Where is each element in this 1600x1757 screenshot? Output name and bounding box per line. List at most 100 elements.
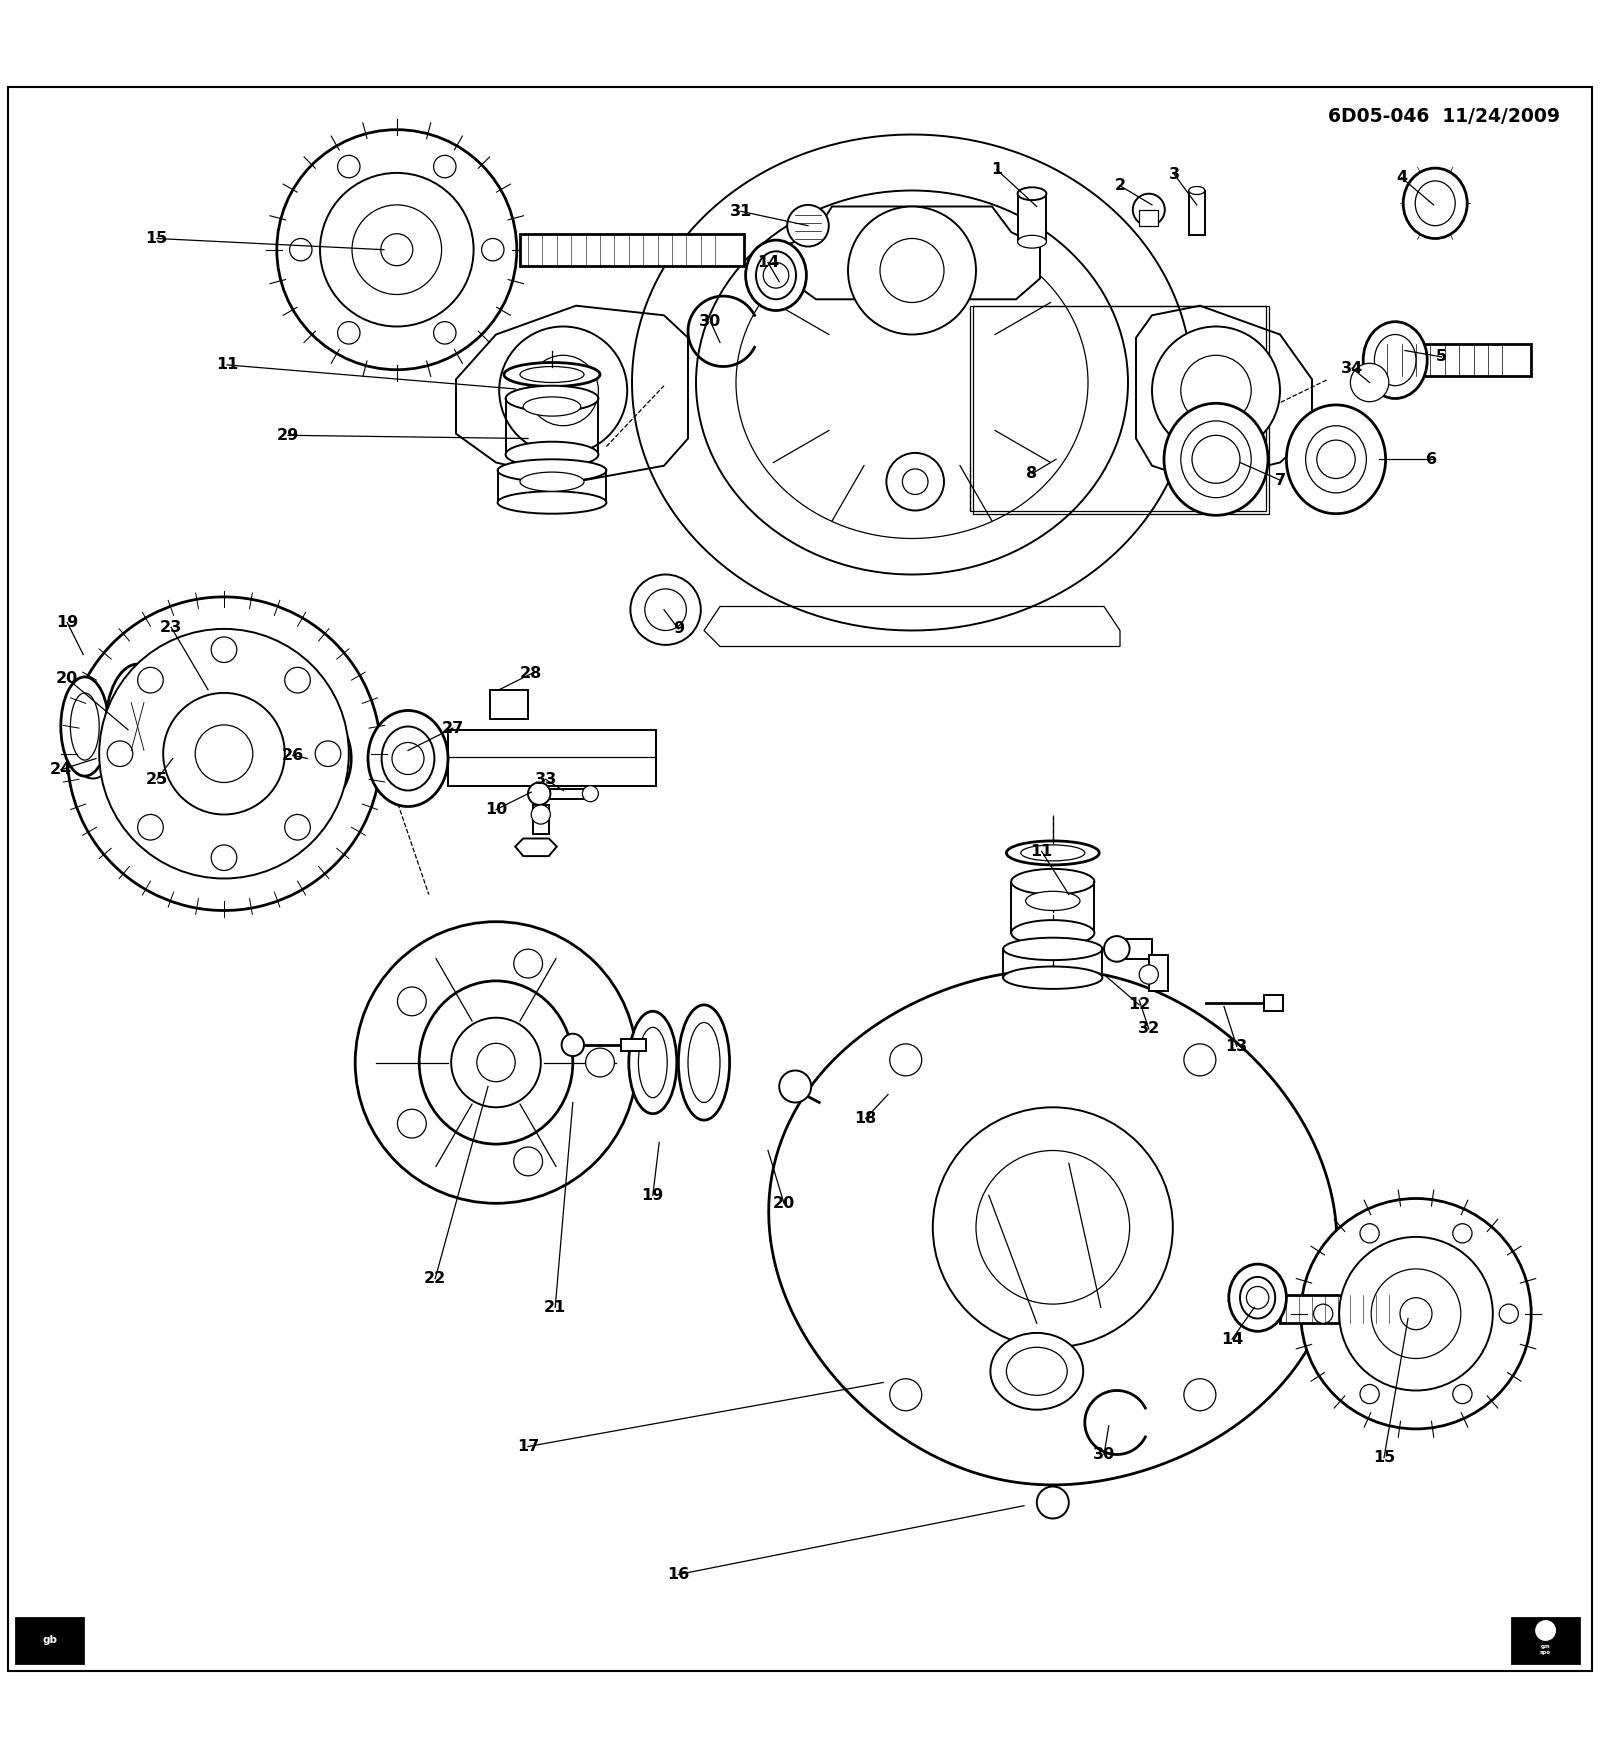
Circle shape xyxy=(902,469,928,494)
Ellipse shape xyxy=(262,706,352,810)
Text: 30: 30 xyxy=(699,315,722,329)
Ellipse shape xyxy=(106,664,170,789)
Ellipse shape xyxy=(520,473,584,492)
Bar xyxy=(539,789,590,798)
Ellipse shape xyxy=(61,676,109,777)
Ellipse shape xyxy=(638,1028,667,1098)
Text: 6D05-046  11/24/2009: 6D05-046 11/24/2009 xyxy=(1328,107,1560,127)
Ellipse shape xyxy=(1416,181,1456,225)
Circle shape xyxy=(1184,1379,1216,1411)
Text: 32: 32 xyxy=(1138,1021,1160,1037)
Ellipse shape xyxy=(1011,921,1094,945)
Text: 13: 13 xyxy=(1226,1038,1248,1054)
Circle shape xyxy=(138,668,163,692)
Bar xyxy=(1264,994,1283,1012)
Text: 25: 25 xyxy=(146,771,168,787)
Ellipse shape xyxy=(70,692,99,761)
Circle shape xyxy=(392,743,424,775)
Ellipse shape xyxy=(382,726,435,791)
Text: 17: 17 xyxy=(517,1439,539,1455)
Ellipse shape xyxy=(1011,870,1094,894)
Circle shape xyxy=(562,1033,584,1056)
Text: 15: 15 xyxy=(146,230,168,246)
Text: 9: 9 xyxy=(674,622,683,636)
Text: 20: 20 xyxy=(773,1197,795,1211)
Ellipse shape xyxy=(1403,169,1467,239)
Circle shape xyxy=(1350,364,1389,402)
Ellipse shape xyxy=(1181,422,1251,497)
Bar xyxy=(1117,940,1152,959)
Ellipse shape xyxy=(368,710,448,806)
Ellipse shape xyxy=(688,1023,720,1102)
Circle shape xyxy=(1499,1304,1518,1323)
Circle shape xyxy=(1037,1486,1069,1518)
Circle shape xyxy=(1339,1237,1493,1390)
Circle shape xyxy=(355,922,637,1204)
Ellipse shape xyxy=(736,227,1088,538)
Text: gm
spo: gm spo xyxy=(1541,1645,1550,1655)
Ellipse shape xyxy=(75,738,110,778)
Ellipse shape xyxy=(1306,425,1366,494)
Ellipse shape xyxy=(678,1005,730,1121)
Polygon shape xyxy=(768,970,1338,1485)
FancyBboxPatch shape xyxy=(1512,1618,1579,1662)
Ellipse shape xyxy=(126,701,149,752)
Circle shape xyxy=(1453,1385,1472,1404)
Ellipse shape xyxy=(506,387,598,411)
Circle shape xyxy=(880,239,944,302)
Ellipse shape xyxy=(278,724,336,794)
Ellipse shape xyxy=(83,747,102,770)
Ellipse shape xyxy=(1006,1348,1067,1395)
Circle shape xyxy=(645,589,686,631)
Polygon shape xyxy=(456,306,688,481)
Text: 6: 6 xyxy=(1427,452,1437,467)
Circle shape xyxy=(787,206,829,246)
Ellipse shape xyxy=(1374,334,1416,387)
Circle shape xyxy=(1301,1198,1531,1428)
Text: 19: 19 xyxy=(642,1188,664,1204)
Text: 24: 24 xyxy=(50,763,72,777)
Ellipse shape xyxy=(1006,842,1099,864)
Ellipse shape xyxy=(117,682,158,771)
Text: 5: 5 xyxy=(1437,350,1446,364)
Bar xyxy=(1139,209,1158,225)
Text: 19: 19 xyxy=(56,615,78,631)
Bar xyxy=(1149,956,1168,991)
Circle shape xyxy=(514,1147,542,1175)
Circle shape xyxy=(976,1151,1130,1304)
Ellipse shape xyxy=(1018,188,1046,200)
Text: 18: 18 xyxy=(854,1110,877,1126)
Circle shape xyxy=(763,262,789,288)
Circle shape xyxy=(163,692,285,815)
Ellipse shape xyxy=(1021,845,1085,861)
Ellipse shape xyxy=(1240,1277,1275,1318)
Circle shape xyxy=(211,636,237,662)
Circle shape xyxy=(514,949,542,979)
Text: 33: 33 xyxy=(534,771,557,787)
Circle shape xyxy=(1536,1622,1555,1639)
Circle shape xyxy=(338,155,360,177)
Circle shape xyxy=(1104,936,1130,961)
Circle shape xyxy=(138,815,163,840)
Circle shape xyxy=(1400,1298,1432,1330)
Text: 3: 3 xyxy=(1170,167,1179,183)
Ellipse shape xyxy=(1189,186,1205,195)
Text: 28: 28 xyxy=(520,666,542,682)
Text: 30: 30 xyxy=(1093,1448,1115,1462)
Circle shape xyxy=(288,740,326,778)
Polygon shape xyxy=(784,207,1040,299)
Ellipse shape xyxy=(1229,1263,1286,1332)
Circle shape xyxy=(779,1070,811,1102)
Bar xyxy=(448,729,656,785)
Text: 11: 11 xyxy=(216,357,238,372)
Circle shape xyxy=(99,629,349,878)
Text: 26: 26 xyxy=(282,748,304,763)
Polygon shape xyxy=(1136,306,1312,481)
Bar xyxy=(621,1038,646,1051)
Polygon shape xyxy=(515,838,557,856)
Circle shape xyxy=(531,805,550,824)
Circle shape xyxy=(67,597,381,910)
Ellipse shape xyxy=(130,703,190,815)
Text: 16: 16 xyxy=(667,1567,690,1581)
Circle shape xyxy=(397,987,426,1016)
